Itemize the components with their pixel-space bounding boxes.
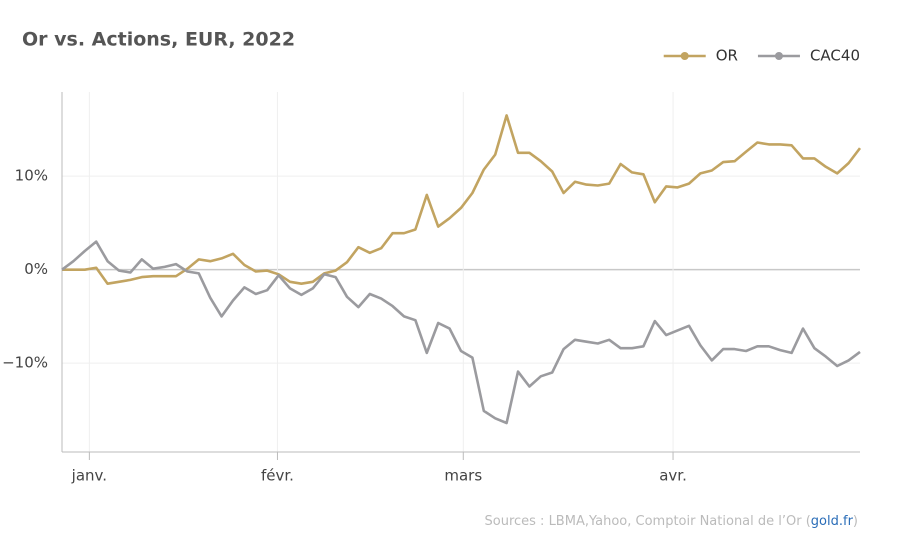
- y-tick-label: −10%: [2, 354, 48, 372]
- source-suffix: ): [853, 514, 858, 529]
- y-tick-label: 0%: [24, 260, 48, 278]
- chart-title: Or vs. Actions, EUR, 2022: [22, 29, 295, 51]
- legend-label: OR: [716, 47, 738, 65]
- legend-marker: [680, 52, 689, 60]
- x-tick-label: janv.: [71, 467, 107, 485]
- source-link[interactable]: gold.fr: [811, 514, 854, 529]
- legend-label: CAC40: [810, 47, 860, 65]
- x-tick-label: avr.: [659, 467, 687, 485]
- source-prefix: Sources : LBMA,Yahoo, Comptoir National …: [485, 514, 811, 529]
- legend-marker: [774, 52, 783, 60]
- series-line: [62, 114, 862, 286]
- y-tick-label: 10%: [15, 167, 48, 185]
- series-line: [61, 240, 861, 425]
- x-tick-label: mars: [444, 467, 482, 485]
- source-note: Sources : LBMA,Yahoo, Comptoir National …: [485, 514, 859, 529]
- x-tick-label: févr.: [261, 467, 294, 485]
